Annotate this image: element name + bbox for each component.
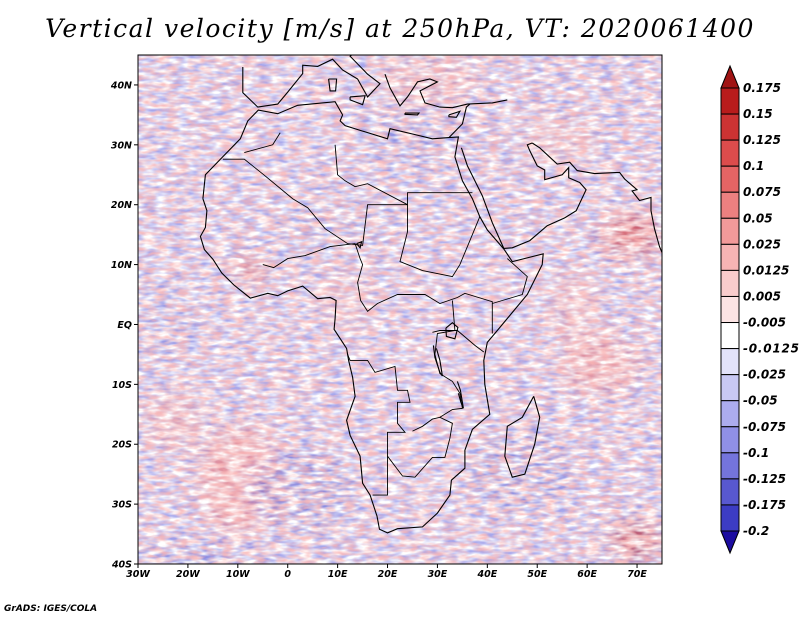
country-borders-9 [492, 258, 528, 304]
colorbar-label: 0.125 [743, 133, 781, 147]
colorbar-label: 0.005 [743, 289, 781, 303]
lon-tick-label: 0 [284, 569, 291, 580]
colorbar-label: -0.1 [743, 446, 769, 460]
country-borders-5 [347, 354, 411, 496]
map-plot-area [138, 55, 696, 564]
colorbar-swatch [720, 217, 740, 245]
colorbar-label: -0.175 [743, 498, 786, 512]
colorbar-swatch [720, 348, 740, 376]
lake-malawi [456, 381, 464, 409]
colorbar-swatch [720, 374, 740, 402]
colorbar-label: 0.1 [743, 159, 764, 173]
balkans-turkey-coast [384, 74, 508, 109]
colorbar-swatch [720, 452, 740, 480]
colorbar-label: -0.2 [743, 524, 769, 538]
longitude-ticks: 30W 20W 10W 0 10E 20E 30E 40E 50E 60E 70E [126, 564, 647, 580]
africa-coastline [199, 101, 544, 534]
colorbar-top-arrow [720, 64, 740, 89]
map-frame [137, 54, 663, 565]
grads-credit: GrADS: IGES/COLA [4, 604, 98, 614]
sicily-coast [349, 95, 366, 106]
cyprus-coast [448, 110, 462, 118]
country-borders-7 [432, 330, 485, 353]
coastlines [199, 55, 696, 534]
colorbar-label: -0.05 [743, 394, 778, 408]
country-borders-3 [334, 144, 481, 278]
colorbar-label: -0.025 [743, 368, 786, 382]
lat-tick-label: EQ [117, 320, 132, 331]
colorbar-swatch [720, 400, 740, 428]
field-texture-red [138, 55, 662, 564]
colorbar-swatch [720, 165, 740, 193]
lat-tick-label: 10S [112, 380, 132, 391]
country-borders-6 [387, 416, 453, 478]
lon-tick-label: 10W [226, 569, 250, 580]
lon-tick-label: 70E [627, 569, 647, 580]
colorbar-label: 0.0125 [743, 263, 789, 277]
crete-coast [404, 112, 421, 116]
sri-lanka-coast [686, 266, 696, 289]
country-borders-8 [434, 300, 463, 418]
colorbar-swatch [720, 191, 740, 219]
lon-tick-label: 40E [476, 569, 497, 580]
colorbar-swatch [720, 269, 740, 297]
arabia-red-sea-coast [460, 142, 587, 249]
colorbar-swatch [720, 322, 740, 350]
colorbar-swatch [720, 139, 740, 167]
colorbar-label: 0.15 [743, 107, 773, 121]
lat-tick-label: 40N [110, 80, 132, 91]
colorbar-label: 0.075 [743, 185, 781, 199]
colorbar-label: -0.125 [743, 472, 786, 486]
lat-tick-label: 10N [111, 260, 132, 271]
colorbar-swatch [720, 87, 740, 115]
lat-tick-label: 40S [111, 560, 132, 571]
colorbar-label: 0.175 [743, 81, 781, 95]
arabia-coastline [448, 103, 471, 138]
lat-tick-label: 30N [111, 140, 132, 151]
lon-tick-label: 20E [378, 569, 398, 580]
lon-tick-label: 60E [577, 569, 597, 580]
lake-victoria [445, 321, 459, 340]
colorbar-swatch [720, 504, 740, 532]
country-borders-2 [244, 132, 281, 154]
country-borders-4 [262, 243, 493, 334]
colorbar-label: 0.025 [743, 237, 781, 251]
colorbar-swatch [720, 295, 740, 324]
iran-coast [531, 142, 662, 253]
colorbar-label: -0.0125 [743, 342, 799, 356]
lon-tick-label: 30E [428, 569, 448, 580]
colorbar: 0.175 0.15 0.125 0.1 0.075 0.05 0.025 0.0125 0.0… [720, 64, 799, 555]
colorbar-label: -0.005 [743, 316, 786, 330]
colorbar-swatch [720, 478, 740, 506]
chart-title: Vertical velocity [m/s] at 250hPa, VT: 2… [45, 14, 755, 43]
colorbar-swatch [720, 243, 740, 271]
lat-tick-label: 30S [112, 500, 132, 511]
lat-tick-label: 20S [112, 440, 132, 451]
lon-tick-label: 10E [328, 569, 348, 580]
lat-tick-label: 20N [111, 200, 132, 211]
colorbar-swatch [720, 113, 740, 141]
colorbar-swatch [720, 426, 740, 454]
latitude-ticks: 40N 30N 20N 10N EQ 10S 20S 30S 40S [110, 80, 138, 571]
colorbar-bottom-arrow [720, 530, 740, 555]
sardinia-coast [328, 78, 338, 92]
europe-coast [242, 55, 381, 108]
lon-tick-label: 50E [527, 569, 547, 580]
colorbar-label: -0.075 [743, 420, 786, 434]
colorbar-label: 0.05 [743, 211, 773, 225]
lon-tick-label: 20W [176, 569, 200, 580]
madagascar-coast [504, 396, 541, 478]
lon-tick-label: 30W [126, 569, 150, 580]
